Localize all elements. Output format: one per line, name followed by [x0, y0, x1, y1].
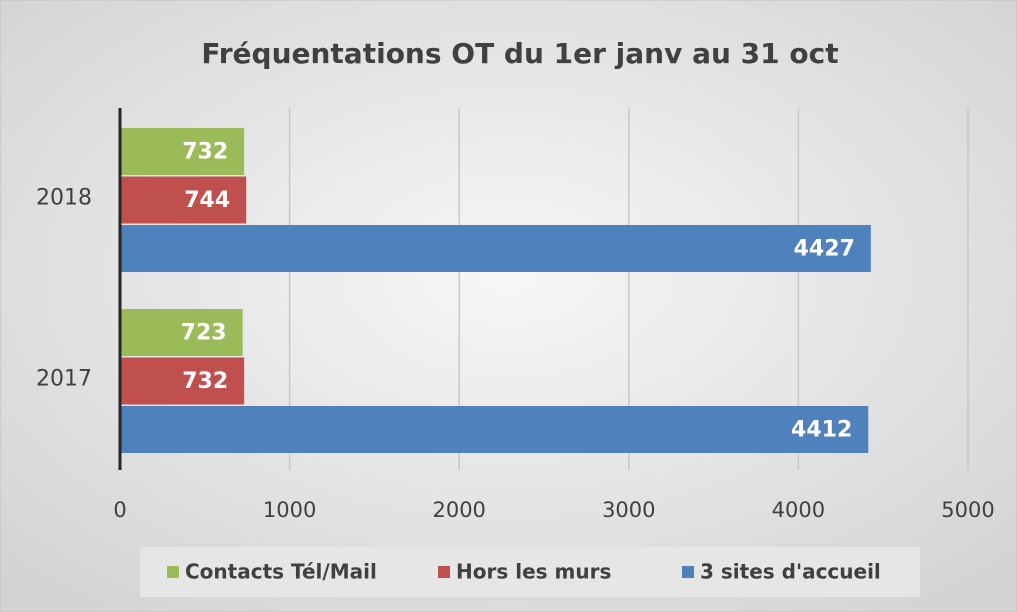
- data-label: 744: [184, 188, 230, 213]
- x-tick-label: 3000: [602, 498, 655, 522]
- data-label: 723: [181, 321, 227, 346]
- x-tick-label: 1000: [263, 498, 316, 522]
- legend-label: 3 sites d'accueil: [700, 560, 881, 584]
- data-label: 4427: [794, 237, 855, 262]
- legend-swatch: [682, 566, 694, 578]
- data-label: 732: [182, 140, 228, 165]
- bar: [120, 176, 247, 224]
- bar: [120, 309, 243, 356]
- bar: [120, 357, 245, 405]
- bar: [120, 406, 869, 453]
- legend-label: Contacts Tél/Mail: [185, 560, 377, 584]
- legend-swatch: [438, 566, 450, 578]
- chart-title: Fréquentations OT du 1er janv au 31 oct: [201, 37, 838, 70]
- legend-box: [140, 547, 920, 597]
- x-tick-label: 5000: [941, 498, 994, 522]
- y-tick-label: 2017: [36, 367, 92, 392]
- legend-swatch: [167, 566, 179, 578]
- x-tick-label: 2000: [432, 498, 485, 522]
- x-tick-label: 4000: [772, 498, 825, 522]
- bar: [120, 225, 871, 272]
- x-tick-label: 0: [113, 498, 126, 522]
- bar: [120, 128, 245, 175]
- data-label: 732: [182, 369, 228, 394]
- legend-label: Hors les murs: [456, 560, 611, 584]
- y-tick-label: 2018: [36, 186, 92, 211]
- data-label: 4412: [791, 418, 852, 443]
